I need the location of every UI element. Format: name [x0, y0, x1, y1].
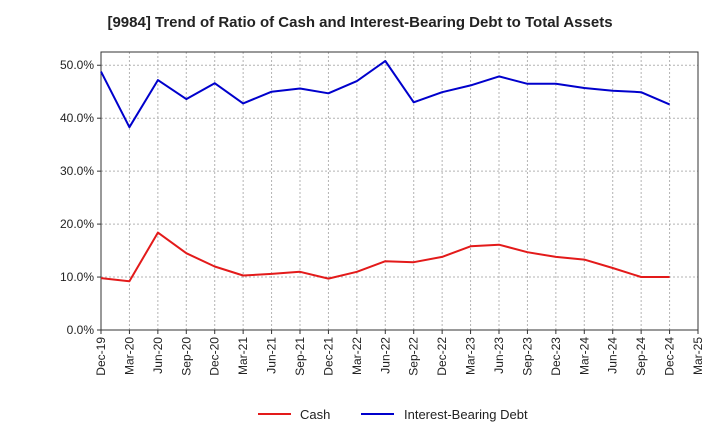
series-line-interest-bearing-debt: [100, 60, 670, 129]
x-tick-label: Jun-23: [492, 337, 506, 374]
x-tick-label: Mar-22: [350, 337, 364, 375]
x-tick-label: Mar-25: [691, 337, 705, 375]
x-tick-label: Jun-22: [378, 337, 392, 374]
x-tick-label: Dec-22: [435, 337, 449, 376]
series-line-cash: [100, 231, 670, 283]
x-tick-label: Dec-20: [208, 337, 222, 376]
x-tick-label: Sep-23: [520, 337, 534, 376]
y-tick-label: 10.0%: [60, 270, 94, 284]
legend-label-interest-bearing-debt: Interest-Bearing Debt: [404, 407, 528, 422]
y-tick-label: 50.0%: [60, 58, 94, 72]
x-tick-label: Jun-24: [606, 337, 620, 374]
x-tick-label: Sep-22: [407, 337, 421, 376]
y-tick-label: 40.0%: [60, 111, 94, 125]
y-tick-label: 0.0%: [67, 323, 95, 337]
chart-title: [9984] Trend of Ratio of Cash and Intere…: [107, 14, 613, 31]
y-tick-label: 20.0%: [60, 217, 94, 231]
x-tick-label: Dec-23: [549, 337, 563, 376]
x-tick-label: Dec-19: [94, 337, 108, 376]
plot-frame: [100, 51, 699, 331]
x-tick-label: Sep-21: [293, 337, 307, 376]
x-tick-label: Jun-20: [151, 337, 165, 374]
x-tick-label: Jun-21: [265, 337, 279, 374]
x-tick-label: Dec-21: [321, 337, 335, 376]
x-tick-label: Dec-24: [663, 337, 677, 376]
x-tick-label: Sep-20: [179, 337, 193, 376]
x-tick-label: Mar-23: [464, 337, 478, 375]
x-tick-label: Sep-24: [634, 337, 648, 376]
x-tick-label: Mar-21: [236, 337, 250, 375]
y-tick-label: 30.0%: [60, 164, 94, 178]
x-tick-label: Mar-24: [577, 337, 591, 375]
x-tick-label: Mar-20: [122, 337, 136, 375]
legend-label-cash: Cash: [300, 407, 330, 422]
